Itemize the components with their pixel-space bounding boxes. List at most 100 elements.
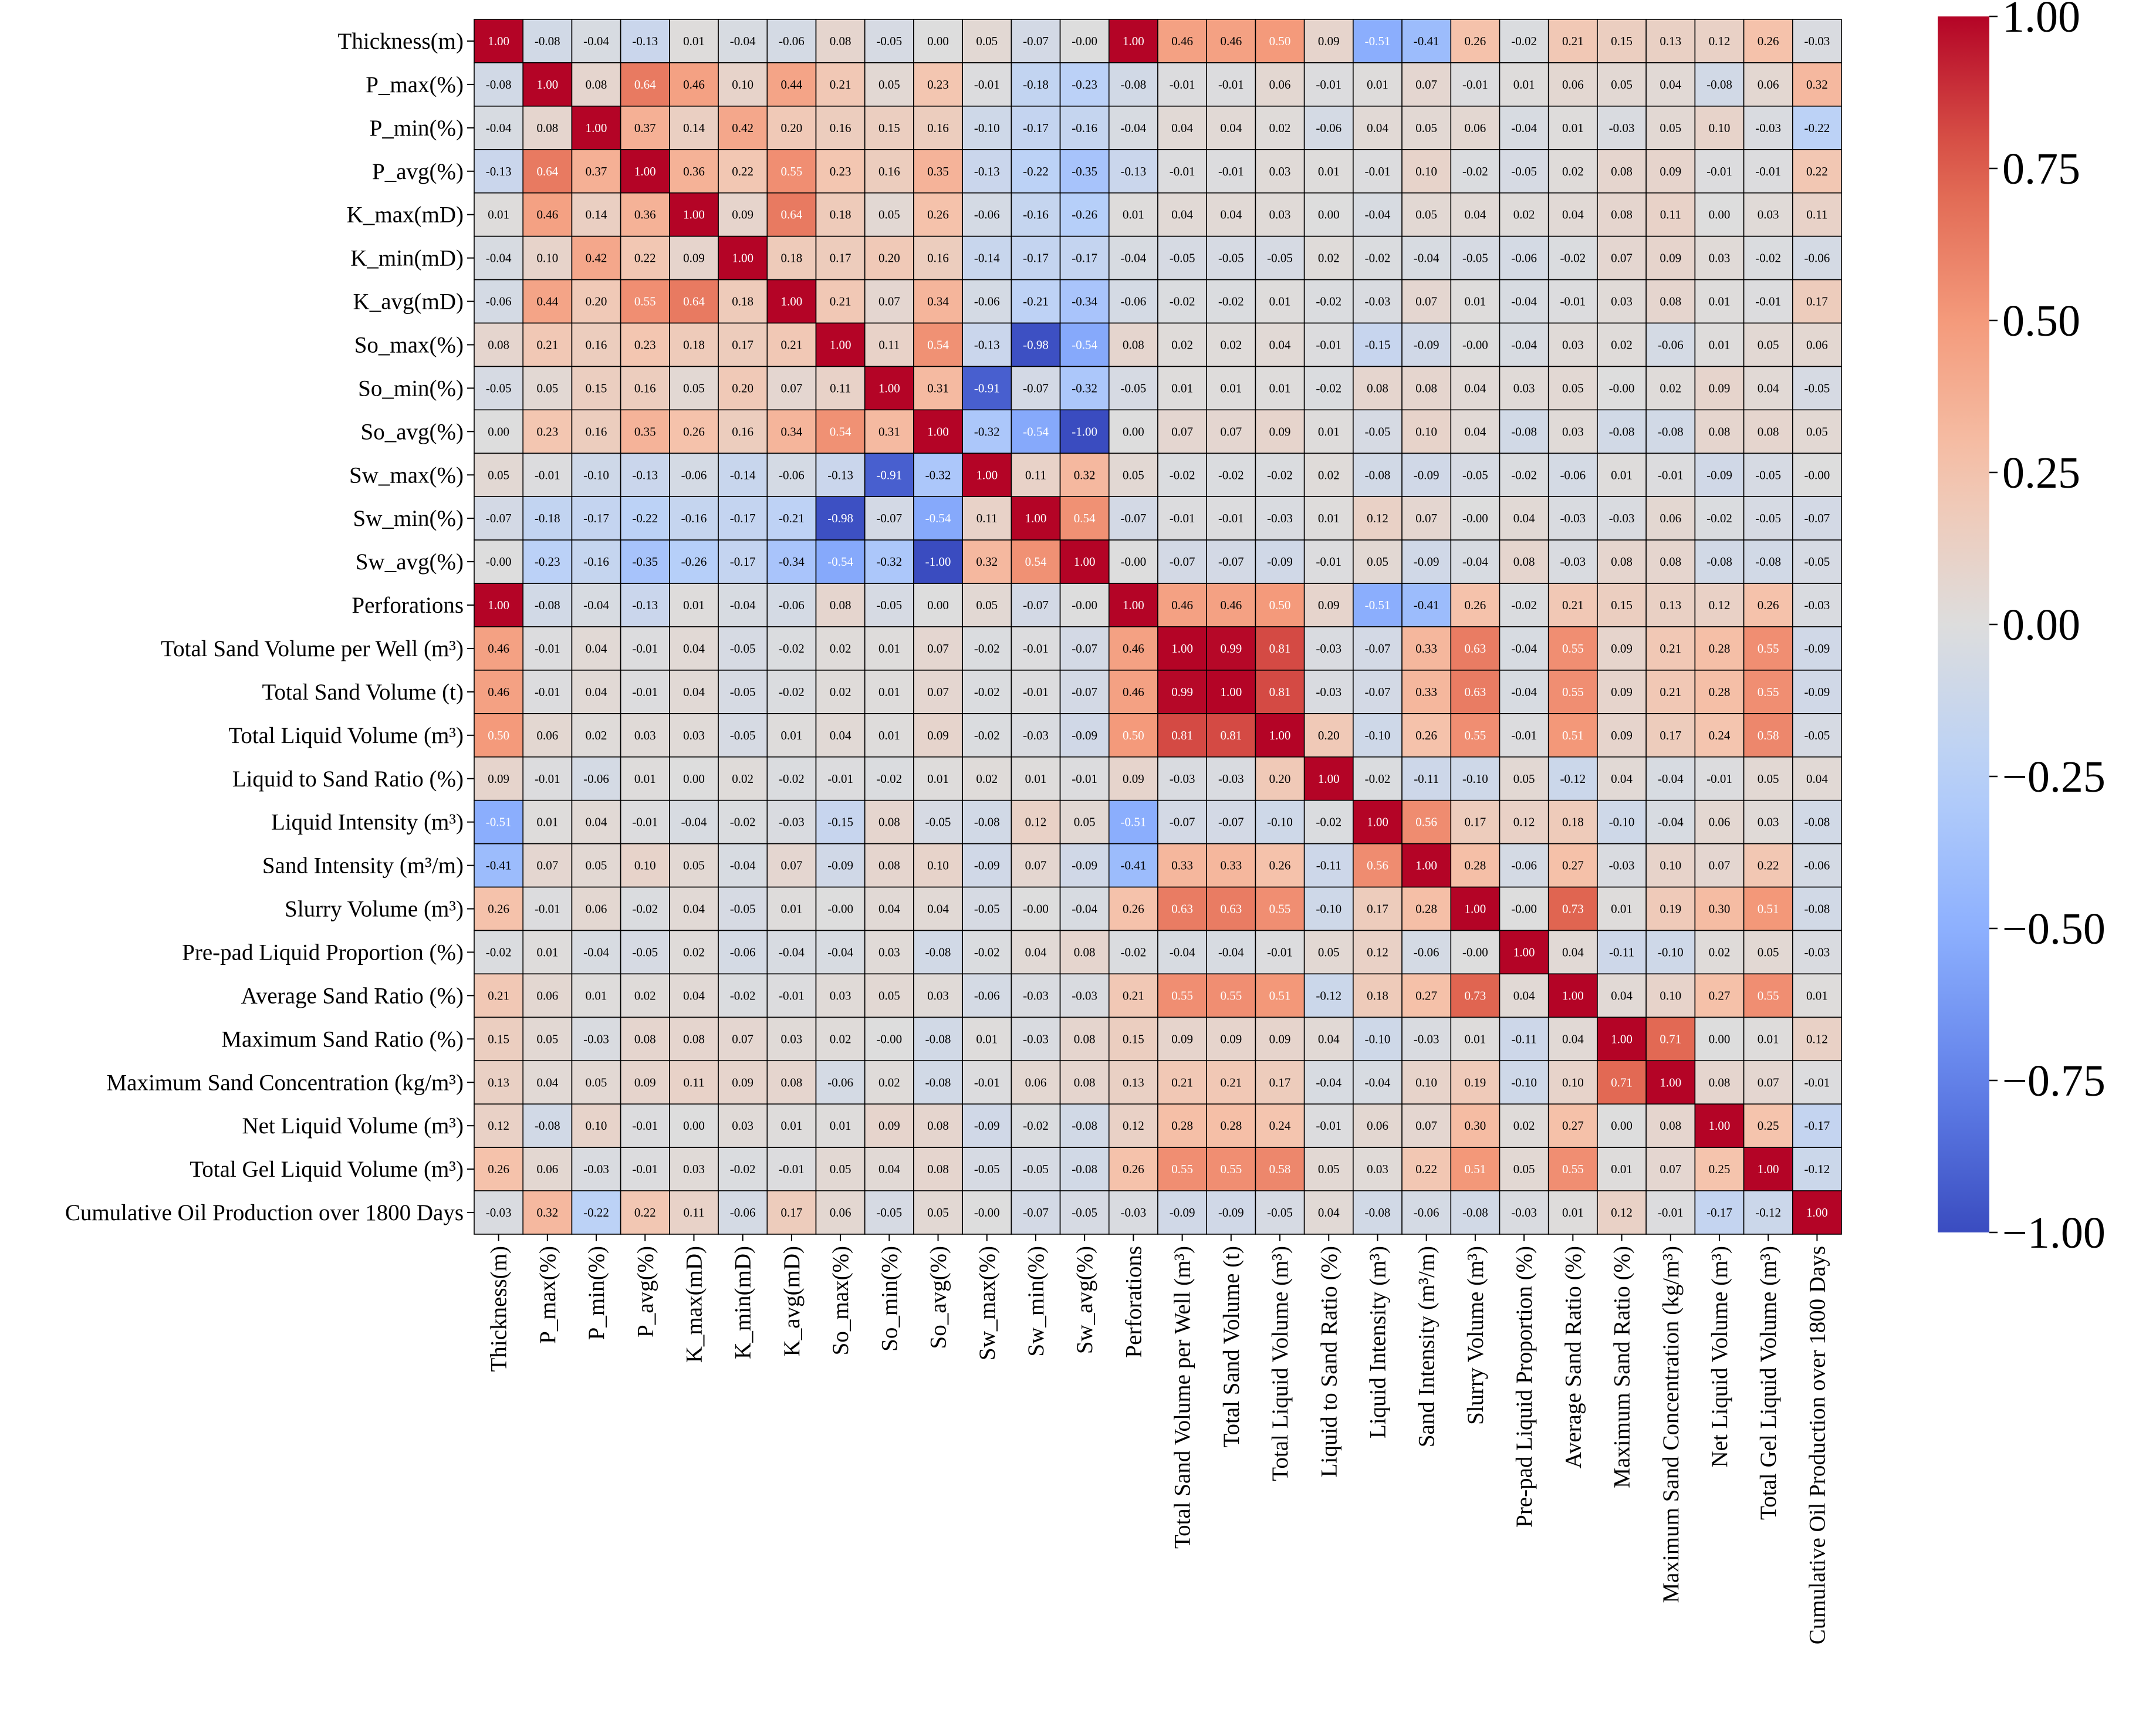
- heatmap-cell: [1303, 496, 1354, 541]
- heatmap-cell: [1792, 1016, 1842, 1062]
- cell-value-label: -0.02: [730, 988, 756, 1002]
- cell-value-label: 0.00: [927, 34, 949, 48]
- heatmap-cell: [864, 930, 914, 975]
- heatmap-cell: [1401, 409, 1452, 454]
- heatmap-cell: [1645, 62, 1696, 107]
- heatmap-cell: [1645, 756, 1696, 801]
- heatmap-cell: [766, 930, 817, 975]
- cell-value-label: 0.16: [586, 337, 607, 352]
- cell-value-label: 0.04: [1806, 772, 1828, 786]
- cell-value-label: -0.14: [974, 251, 1000, 265]
- cell-value-label: 0.05: [1318, 945, 1340, 959]
- heatmap-cell: [962, 670, 1012, 714]
- heatmap-cell: [766, 235, 817, 281]
- cell-value-label: 0.05: [1611, 77, 1633, 92]
- cell-value-label: 0.08: [1367, 381, 1388, 395]
- heatmap-cell: [766, 1016, 817, 1062]
- cell-value-label: -0.32: [1072, 381, 1097, 395]
- cell-value-label: -0.05: [730, 902, 756, 916]
- heatmap-cell: [1450, 62, 1501, 107]
- heatmap-cell: [1157, 366, 1208, 411]
- cell-value-label: -0.05: [486, 381, 512, 395]
- heatmap-cell: [1597, 1103, 1647, 1148]
- column-label: Pre-pad Liquid Proportion (%): [1512, 1246, 1537, 1528]
- cell-value-label: 0.23: [536, 424, 558, 438]
- cell-value-label: 0.01: [1611, 468, 1633, 482]
- cell-value-label: 0.63: [1465, 641, 1486, 656]
- column-label: Thickness(m): [486, 1246, 512, 1372]
- cell-value-label: -0.10: [1658, 945, 1684, 959]
- cell-value-label: 0.06: [1660, 511, 1681, 525]
- heatmap-cell: [1792, 1190, 1842, 1235]
- column-label: Cumulative Oil Production over 1800 Days: [1804, 1246, 1830, 1644]
- colorbar-tick-label: 1.00: [2002, 0, 2080, 42]
- cell-value-label: -0.02: [876, 772, 902, 786]
- cell-value-label: -0.08: [925, 945, 951, 959]
- column-label: Total Sand Volume per Well (m³): [1170, 1246, 1195, 1549]
- heatmap-cell: [1547, 409, 1598, 454]
- cell-value-label: -0.09: [974, 859, 1000, 873]
- cell-value-label: -0.02: [1755, 251, 1781, 265]
- cell-value-label: 0.28: [1709, 641, 1731, 656]
- cell-value-label: -0.09: [1804, 685, 1830, 699]
- cell-value-label: 0.16: [586, 424, 607, 438]
- cell-value-label: -0.32: [974, 424, 1000, 438]
- cell-value-label: -0.00: [1023, 902, 1049, 916]
- heatmap-cell: [766, 1147, 817, 1191]
- heatmap-cell: [1743, 106, 1793, 150]
- heatmap-cell: [718, 713, 768, 758]
- heatmap-cell: [1401, 62, 1452, 107]
- cell-value-label: -0.01: [632, 685, 658, 699]
- cell-value-label: 0.15: [1611, 34, 1633, 48]
- column-label: P_max(%): [535, 1246, 560, 1344]
- cell-value-label: -0.07: [486, 511, 512, 525]
- cell-value-label: 0.46: [1220, 34, 1242, 48]
- cell-value-label: 0.16: [927, 251, 949, 265]
- heatmap-cell: [815, 670, 866, 714]
- cell-value-label: -0.06: [779, 468, 805, 482]
- cell-value-label: 0.20: [732, 381, 753, 395]
- cell-value-label: -0.00: [1511, 902, 1537, 916]
- heatmap-cell: [1206, 192, 1256, 237]
- heatmap-cell: [1499, 1016, 1549, 1062]
- heatmap-cell: [1450, 235, 1501, 281]
- heatmap-cell: [815, 19, 866, 63]
- cell-value-label: 0.64: [536, 164, 558, 178]
- cell-value-label: -0.12: [1560, 772, 1586, 786]
- cell-value-label: 0.04: [683, 641, 705, 656]
- cell-value-label: -0.09: [827, 859, 853, 873]
- heatmap-cell: [1353, 279, 1403, 324]
- cell-value-label: 0.01: [1269, 295, 1291, 309]
- cell-value-label: 0.10: [634, 859, 656, 873]
- cell-value-label: 0.03: [683, 1162, 705, 1176]
- cell-value-label: -0.08: [925, 1075, 951, 1089]
- cell-value-label: -0.02: [1462, 164, 1488, 178]
- heatmap-cell: [1597, 1016, 1647, 1062]
- heatmap-cell: [913, 756, 963, 801]
- cell-value-label: 0.13: [1123, 1075, 1144, 1089]
- heatmap-cell: [1450, 973, 1501, 1018]
- heatmap-cell: [815, 1190, 866, 1235]
- heatmap-cell: [474, 626, 524, 671]
- cell-value-label: -0.03: [583, 1032, 609, 1046]
- heatmap-cell: [1255, 539, 1305, 584]
- cell-value-label: 1.00: [1074, 555, 1096, 569]
- cell-value-label: 0.02: [830, 685, 851, 699]
- cell-value-label: 0.11: [830, 381, 851, 395]
- heatmap-cell: [1450, 279, 1501, 324]
- heatmap-cell: [962, 366, 1012, 411]
- cell-value-label: 1.00: [1709, 1119, 1731, 1133]
- cell-value-label: 0.44: [781, 77, 803, 92]
- heatmap-cell: [1547, 626, 1598, 671]
- heatmap-cell: [766, 670, 817, 714]
- cell-value-label: -0.01: [1365, 164, 1391, 178]
- cell-value-label: 1.00: [1806, 1205, 1828, 1220]
- cell-value-label: -0.05: [1072, 1205, 1097, 1220]
- heatmap-cell: [1645, 583, 1696, 627]
- cell-value-label: -0.02: [1170, 295, 1195, 309]
- heatmap-cell: [1108, 670, 1158, 714]
- cell-value-label: 0.55: [1758, 685, 1779, 699]
- row-label: Sw_min(%): [353, 506, 464, 531]
- cell-value-label: -0.03: [1511, 1205, 1537, 1220]
- cell-value-label: -0.01: [1316, 337, 1341, 352]
